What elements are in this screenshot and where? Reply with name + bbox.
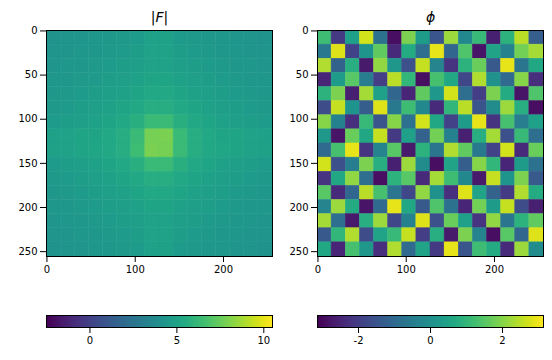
svg-text:50: 50: [296, 69, 309, 80]
svg-text:150: 150: [289, 158, 308, 169]
svg-text:100: 100: [397, 264, 416, 275]
svg-text:0: 0: [315, 264, 321, 275]
svg-text:0: 0: [44, 264, 50, 275]
svg-text:10: 10: [257, 335, 270, 346]
svg-text:250: 250: [289, 246, 308, 257]
svg-text:100: 100: [289, 113, 308, 124]
svg-text:0: 0: [31, 25, 37, 36]
svg-text:0: 0: [302, 25, 308, 36]
svg-text:50: 50: [25, 69, 38, 80]
svg-text:200: 200: [485, 264, 504, 275]
svg-text:-2: -2: [354, 335, 364, 346]
svg-text:100: 100: [126, 264, 145, 275]
svg-text:0: 0: [427, 335, 433, 346]
svg-text:|F|: |F|: [151, 9, 169, 26]
svg-text:2: 2: [499, 335, 505, 346]
svg-text:250: 250: [18, 246, 37, 257]
svg-text:5: 5: [174, 335, 180, 346]
svg-text:100: 100: [18, 113, 37, 124]
svg-text:ϕ: ϕ: [426, 9, 435, 25]
svg-text:200: 200: [289, 202, 308, 213]
svg-text:200: 200: [214, 264, 233, 275]
svg-text:200: 200: [18, 202, 37, 213]
svg-text:150: 150: [18, 158, 37, 169]
svg-text:0: 0: [87, 335, 93, 346]
